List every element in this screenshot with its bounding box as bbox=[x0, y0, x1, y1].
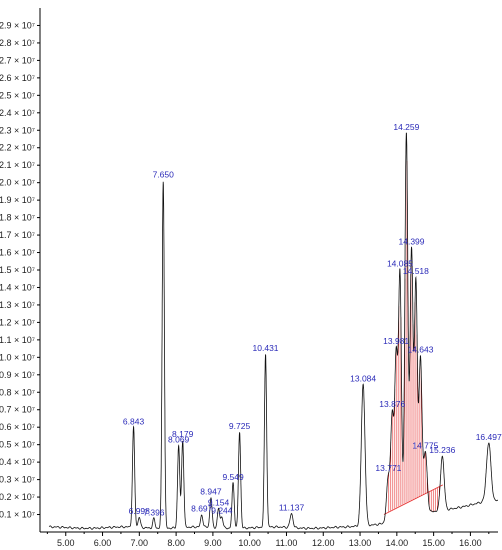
x-tick-label: 13.00 bbox=[349, 538, 372, 548]
x-tick-label: 14.00 bbox=[386, 538, 409, 548]
x-tick-label: 5.00 bbox=[57, 538, 75, 548]
y-tick-label: 0.9 × 10⁷ bbox=[0, 370, 35, 380]
y-tick-label: 1.1 × 10⁷ bbox=[0, 335, 35, 345]
peak-label: 13.771 bbox=[375, 463, 401, 473]
x-tick-label: 15.00 bbox=[422, 538, 445, 548]
peak-label: 6.843 bbox=[123, 417, 145, 427]
y-tick-label: 2.8 × 10⁷ bbox=[0, 38, 35, 48]
peak-label: 9.725 bbox=[229, 421, 251, 431]
y-tick-label: 2.1 × 10⁷ bbox=[0, 160, 35, 170]
peak-label: 7.396 bbox=[143, 508, 165, 518]
x-tick-label: 8.00 bbox=[167, 538, 185, 548]
peak-label: 8.947 bbox=[200, 487, 222, 497]
peak-label: 13.876 bbox=[379, 399, 405, 409]
peak-label: 8.697 bbox=[191, 504, 213, 514]
y-tick-label: 0.8 × 10⁷ bbox=[0, 387, 35, 397]
peak-label: 8.069 bbox=[168, 435, 190, 445]
y-tick-label: 1.8 × 10⁷ bbox=[0, 213, 35, 223]
y-tick-label: 2.7 × 10⁷ bbox=[0, 55, 35, 65]
peak-label: 13.981 bbox=[383, 336, 409, 346]
peak-label: 9.244 bbox=[211, 505, 233, 515]
y-tick-label: 0.7 × 10⁷ bbox=[0, 405, 35, 415]
peak-label: 14.643 bbox=[407, 344, 433, 354]
peak-label: 10.431 bbox=[253, 343, 279, 353]
y-tick-label: 0.2 × 10⁷ bbox=[0, 492, 35, 502]
peak-label: 9.549 bbox=[222, 472, 244, 482]
peak-label: 7.650 bbox=[153, 170, 175, 180]
peak-label: 14.259 bbox=[393, 122, 419, 132]
x-tick-label: 16.00 bbox=[459, 538, 482, 548]
y-tick-label: 1.7 × 10⁷ bbox=[0, 230, 35, 240]
y-tick-label: 1.4 × 10⁷ bbox=[0, 282, 35, 292]
y-tick-label: 2.0 × 10⁷ bbox=[0, 178, 35, 188]
y-tick-label: 0.4 × 10⁷ bbox=[0, 457, 35, 467]
peak-label: 14.775 bbox=[412, 440, 438, 450]
x-tick-label: 10.00 bbox=[238, 538, 261, 548]
y-tick-label: 2.6 × 10⁷ bbox=[0, 73, 35, 83]
peak-label: 14.085 bbox=[387, 259, 413, 269]
y-tick-label: 0.5 × 10⁷ bbox=[0, 440, 35, 450]
x-tick-labels: 5.00 6.00 7.00 8.00 9.00 10.00 11.00 12.00 13.00… bbox=[57, 538, 482, 548]
y-tick-label: 1.6 × 10⁷ bbox=[0, 248, 35, 258]
y-tick-label: 1.9 × 10⁷ bbox=[0, 195, 35, 205]
x-tick-label: 7.00 bbox=[131, 538, 149, 548]
y-tick-label: 0.6 × 10⁷ bbox=[0, 422, 35, 432]
y-tick-label: 0.1 × 10⁷ bbox=[0, 510, 35, 520]
peak-label: 15.236 bbox=[429, 445, 455, 455]
peak-label: 16.497 bbox=[476, 432, 502, 442]
peak-label: 14.518 bbox=[403, 266, 429, 276]
peak-label: 9.154 bbox=[208, 497, 230, 507]
y-tick-labels: 0.1 × 10⁷ 0.2 × 10⁷ 0.3 × 10⁷ 0.4 × 10⁷ 0.5 … bbox=[0, 20, 35, 519]
chromatogram-trace bbox=[48, 132, 498, 530]
y-tick-label: 2.9 × 10⁷ bbox=[0, 20, 35, 30]
y-tick-label: 0.3 × 10⁷ bbox=[0, 475, 35, 485]
y-tick-label: 1.5 × 10⁷ bbox=[0, 265, 35, 275]
x-tick-label: 11.00 bbox=[276, 538, 298, 548]
y-tick-label: 1.2 × 10⁷ bbox=[0, 317, 35, 327]
x-tick-label: 6.00 bbox=[94, 538, 112, 548]
peak-label: 14.399 bbox=[399, 237, 425, 247]
x-tick-label: 9.00 bbox=[204, 538, 222, 548]
peak-label: 13.084 bbox=[350, 373, 376, 383]
x-tick-label: 12.00 bbox=[312, 538, 335, 548]
y-tick-label: 1.0 × 10⁷ bbox=[0, 352, 35, 362]
y-tick-label: 1.3 × 10⁷ bbox=[0, 300, 35, 310]
peak-label: 11.137 bbox=[279, 503, 305, 513]
y-tick-label: 2.3 × 10⁷ bbox=[0, 125, 35, 135]
y-tick-label: 2.4 × 10⁷ bbox=[0, 108, 35, 118]
y-tick-label: 2.2 × 10⁷ bbox=[0, 143, 35, 153]
y-tick-label: 2.5 × 10⁷ bbox=[0, 90, 35, 100]
peak-label: 6.998 bbox=[129, 506, 151, 516]
peak-label: 8.179 bbox=[172, 429, 194, 439]
